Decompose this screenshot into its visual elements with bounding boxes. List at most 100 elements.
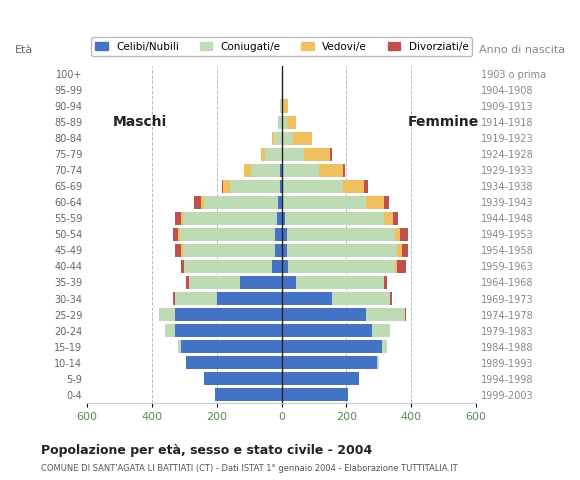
Bar — [366, 196, 384, 209]
Text: Maschi: Maschi — [113, 115, 168, 129]
Bar — [283, 164, 319, 177]
Bar — [178, 340, 181, 353]
Bar — [366, 308, 405, 321]
Bar — [175, 244, 181, 257]
Bar — [173, 228, 178, 241]
Bar — [384, 212, 393, 225]
Bar — [283, 196, 366, 209]
Bar — [282, 276, 296, 289]
Bar — [332, 292, 390, 305]
Bar — [175, 308, 282, 321]
Bar — [275, 244, 282, 257]
Bar — [282, 308, 366, 321]
Bar — [384, 276, 387, 289]
Bar — [186, 356, 282, 369]
Bar — [278, 196, 282, 209]
Bar — [223, 180, 230, 193]
Bar — [175, 212, 181, 225]
Bar — [240, 276, 282, 289]
Bar — [319, 164, 343, 177]
Bar — [173, 292, 175, 305]
Bar — [272, 260, 282, 273]
Bar — [181, 260, 184, 273]
Bar — [180, 228, 275, 241]
Bar — [272, 132, 274, 144]
Bar — [282, 147, 304, 161]
Bar — [372, 324, 390, 337]
Bar — [330, 147, 332, 161]
Bar — [287, 116, 296, 129]
Bar — [282, 180, 283, 193]
Bar — [282, 212, 285, 225]
Bar — [282, 372, 360, 385]
Bar — [274, 132, 282, 144]
Bar — [186, 276, 189, 289]
Legend: Celibi/Nubili, Coniugati/e, Vedovi/e, Divorziati/e: Celibi/Nubili, Coniugati/e, Vedovi/e, Di… — [91, 37, 473, 56]
Bar — [282, 196, 283, 209]
Text: Anno di nascita: Anno di nascita — [479, 45, 565, 55]
Bar — [175, 324, 282, 337]
Bar — [283, 180, 343, 193]
Bar — [343, 164, 345, 177]
Text: Popolazione per età, sesso e stato civile - 2004: Popolazione per età, sesso e stato civil… — [41, 444, 372, 456]
Bar — [395, 260, 397, 273]
Bar — [395, 228, 400, 241]
Bar — [377, 356, 379, 369]
Bar — [282, 292, 332, 305]
Bar — [260, 147, 266, 161]
Bar — [282, 99, 283, 113]
Bar — [275, 228, 282, 241]
Bar — [390, 292, 392, 305]
Bar — [217, 292, 282, 305]
Bar — [266, 147, 282, 161]
Bar — [397, 260, 407, 273]
Bar — [280, 164, 282, 177]
Bar — [158, 308, 175, 321]
Bar — [282, 260, 288, 273]
Bar — [382, 340, 387, 353]
Bar — [282, 132, 293, 144]
Bar — [178, 228, 180, 241]
Bar — [364, 180, 368, 193]
Bar — [393, 212, 398, 225]
Bar — [204, 196, 278, 209]
Bar — [280, 99, 282, 113]
Bar — [287, 228, 395, 241]
Bar — [201, 196, 204, 209]
Bar — [296, 276, 384, 289]
Bar — [285, 212, 384, 225]
Bar — [184, 260, 272, 273]
Bar — [287, 244, 397, 257]
Bar — [282, 116, 287, 129]
Bar — [282, 388, 348, 401]
Bar — [304, 147, 330, 161]
Bar — [397, 244, 401, 257]
Bar — [384, 196, 389, 209]
Text: Femmine: Femmine — [408, 115, 479, 129]
Bar — [282, 164, 283, 177]
Bar — [405, 308, 407, 321]
Bar — [282, 356, 377, 369]
Bar — [189, 276, 240, 289]
Bar — [282, 228, 287, 241]
Bar — [251, 164, 280, 177]
Text: Età: Età — [15, 45, 33, 55]
Bar — [278, 116, 282, 129]
Bar — [181, 212, 183, 225]
Bar — [401, 244, 408, 257]
Bar — [293, 132, 313, 144]
Bar — [244, 164, 251, 177]
Bar — [280, 180, 282, 193]
Bar — [215, 388, 282, 401]
Bar — [194, 196, 201, 209]
Bar — [282, 324, 372, 337]
Bar — [181, 340, 282, 353]
Bar — [282, 244, 287, 257]
Bar — [204, 372, 282, 385]
Text: COMUNE DI SANT'AGATA LI BATTIATI (CT) - Dati ISTAT 1° gennaio 2004 - Elaborazion: COMUNE DI SANT'AGATA LI BATTIATI (CT) - … — [41, 464, 457, 473]
Bar — [282, 84, 283, 96]
Bar — [343, 180, 364, 193]
Bar — [175, 292, 217, 305]
Bar — [183, 212, 277, 225]
Bar — [183, 244, 275, 257]
